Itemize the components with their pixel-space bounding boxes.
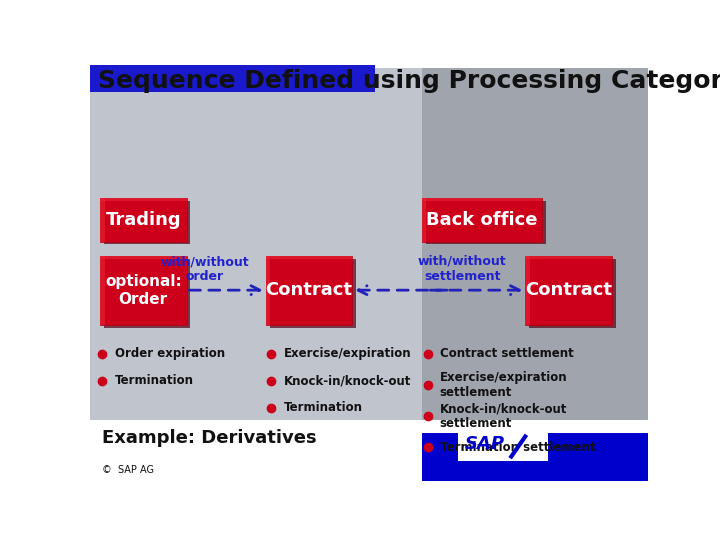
- Bar: [100, 256, 186, 325]
- Bar: [422, 68, 648, 420]
- Bar: [459, 433, 548, 461]
- Text: Sequence Defined using Processing Categories: Sequence Defined using Processing Catego…: [99, 69, 720, 92]
- Text: Contract: Contract: [525, 281, 612, 299]
- Bar: [266, 256, 352, 259]
- Bar: [422, 198, 542, 241]
- Bar: [422, 198, 426, 241]
- Bar: [529, 259, 616, 328]
- Text: Example: Derivatives: Example: Derivatives: [102, 429, 317, 447]
- Text: Exercise/expiration: Exercise/expiration: [284, 347, 411, 360]
- Text: SAP: SAP: [465, 435, 505, 454]
- Bar: [526, 256, 530, 325]
- Bar: [426, 201, 546, 245]
- Text: with/without
order: with/without order: [160, 255, 248, 284]
- Bar: [90, 68, 422, 420]
- Bar: [104, 259, 190, 328]
- Text: Order expiration: Order expiration: [114, 347, 225, 360]
- Bar: [100, 198, 186, 201]
- Text: Back office: Back office: [426, 211, 538, 228]
- Bar: [526, 256, 612, 325]
- Text: Trading: Trading: [105, 211, 181, 228]
- Text: Termination settlement: Termination settlement: [440, 441, 595, 454]
- Bar: [90, 65, 374, 92]
- Bar: [100, 198, 186, 241]
- Bar: [100, 198, 104, 241]
- Text: Knock-in/knock-out
settlement: Knock-in/knock-out settlement: [440, 402, 567, 430]
- Bar: [100, 256, 104, 325]
- Text: Knock-in/knock-out: Knock-in/knock-out: [284, 374, 411, 387]
- Text: ©  SAP AG: © SAP AG: [102, 465, 154, 475]
- Text: Exercise/expiration
settlement: Exercise/expiration settlement: [440, 371, 567, 399]
- Bar: [270, 259, 356, 328]
- Text: with/without
settlement: with/without settlement: [418, 254, 506, 282]
- Text: Termination: Termination: [114, 374, 194, 387]
- Bar: [526, 256, 612, 259]
- Text: Contract: Contract: [266, 281, 353, 299]
- Bar: [422, 433, 648, 481]
- Text: Contract settlement: Contract settlement: [440, 347, 574, 360]
- Bar: [266, 256, 352, 325]
- Bar: [104, 201, 190, 245]
- Bar: [100, 256, 186, 259]
- Bar: [422, 198, 542, 201]
- Text: optional:
Order: optional: Order: [105, 274, 181, 307]
- Bar: [266, 256, 270, 325]
- Text: Termination: Termination: [284, 401, 363, 414]
